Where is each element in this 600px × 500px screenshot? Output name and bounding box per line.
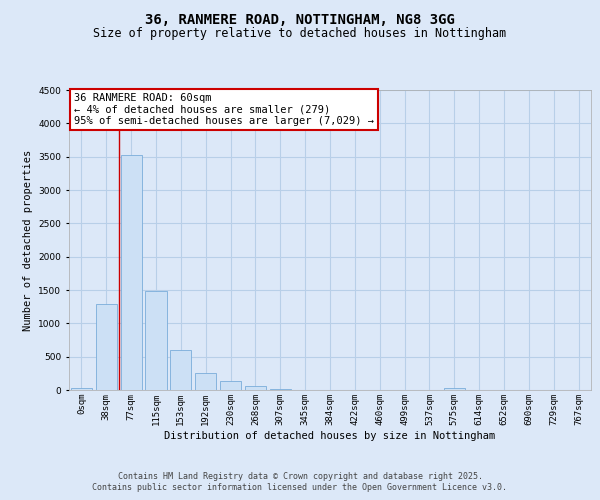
Bar: [245, 386, 266, 390]
Text: 36 RANMERE ROAD: 60sqm
← 4% of detached houses are smaller (279)
95% of semi-det: 36 RANMERE ROAD: 60sqm ← 4% of detached …: [74, 93, 374, 126]
Text: Contains public sector information licensed under the Open Government Licence v3: Contains public sector information licen…: [92, 484, 508, 492]
Bar: [195, 374, 216, 390]
Bar: [71, 388, 92, 390]
Bar: [121, 154, 142, 390]
Bar: [145, 290, 167, 390]
Text: Size of property relative to detached houses in Nottingham: Size of property relative to detached ho…: [94, 28, 506, 40]
Y-axis label: Number of detached properties: Number of detached properties: [23, 150, 33, 330]
Bar: [444, 388, 465, 390]
Bar: [96, 304, 117, 390]
Text: 36, RANMERE ROAD, NOTTINGHAM, NG8 3GG: 36, RANMERE ROAD, NOTTINGHAM, NG8 3GG: [145, 12, 455, 26]
Text: Contains HM Land Registry data © Crown copyright and database right 2025.: Contains HM Land Registry data © Crown c…: [118, 472, 482, 481]
Bar: [220, 382, 241, 390]
Bar: [170, 350, 191, 390]
X-axis label: Distribution of detached houses by size in Nottingham: Distribution of detached houses by size …: [164, 430, 496, 440]
